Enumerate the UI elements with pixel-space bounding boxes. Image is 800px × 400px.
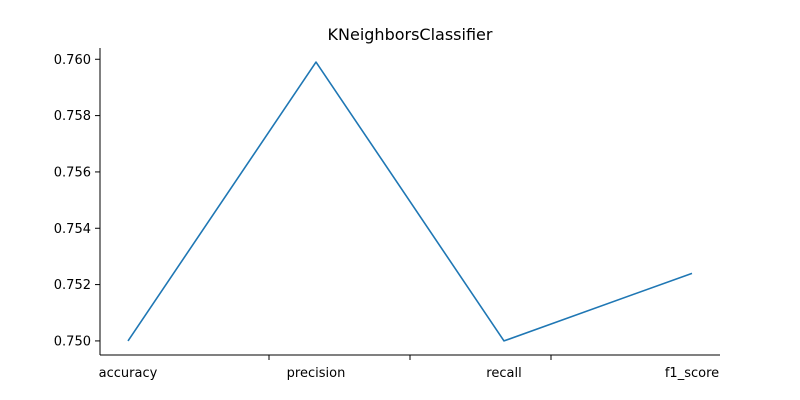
y-tick-label: 0.752 bbox=[54, 278, 91, 293]
x-tick-label: f1_score bbox=[665, 366, 719, 381]
chart-title: KNeighborsClassifier bbox=[328, 25, 493, 44]
x-tick-label: accuracy bbox=[99, 366, 158, 381]
y-tick-label: 0.750 bbox=[54, 334, 91, 349]
x-tick-label: recall bbox=[486, 366, 521, 381]
series-group bbox=[127, 61, 693, 342]
series-line bbox=[127, 61, 693, 342]
y-axis-ticks: 0.750 0.752 0.754 0.756 0.758 0.760 bbox=[54, 53, 100, 349]
y-tick-label: 0.760 bbox=[54, 53, 91, 68]
x-axis-ticks: accuracy precision recall f1_score bbox=[99, 355, 719, 381]
y-tick-label: 0.758 bbox=[54, 109, 91, 124]
y-tick-label: 0.756 bbox=[54, 165, 91, 180]
y-tick-label: 0.754 bbox=[54, 222, 91, 237]
x-tick-label: precision bbox=[287, 366, 346, 381]
